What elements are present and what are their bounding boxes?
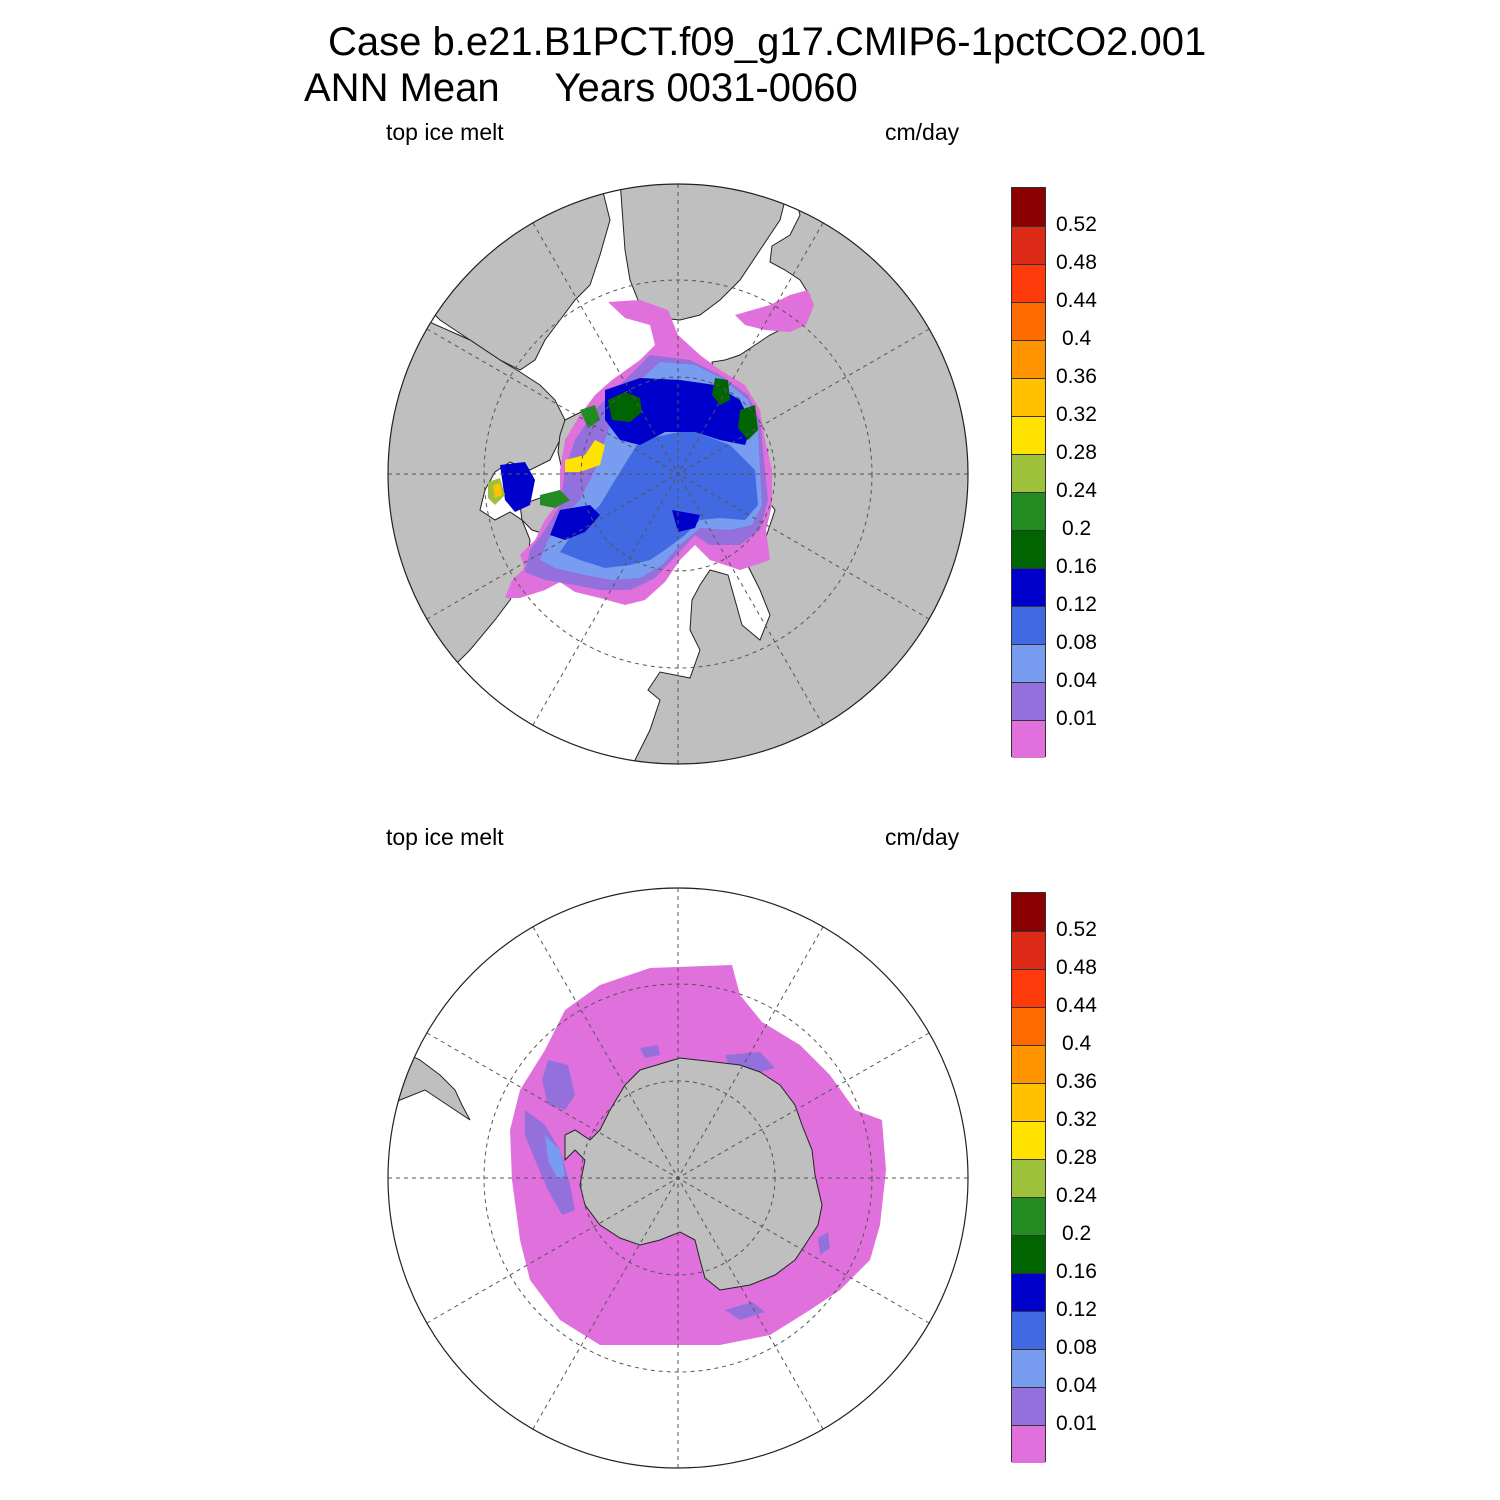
north-colorbar-swatch — [1012, 378, 1045, 416]
south-colorbar-tick-label: 0.28 — [1056, 1146, 1097, 1169]
north-colorbar — [1011, 187, 1046, 758]
south-colorbar-swatch — [1012, 1197, 1045, 1235]
antarctic-melt-contour-0-04-small — [640, 1045, 660, 1058]
arctic-melt-contour-0-01-chukotka — [735, 290, 814, 332]
north-america-land — [388, 299, 566, 701]
north-colorbar-tick-label: 0.28 — [1056, 441, 1097, 464]
north-colorbar-tick-label: 0.48 — [1056, 251, 1097, 274]
north-colorbar-swatch — [1012, 454, 1045, 492]
south-colorbar-swatch — [1012, 1159, 1045, 1197]
south-colorbar-tick-label: 0.12 — [1056, 1298, 1097, 1321]
north-colorbar-swatch — [1012, 568, 1045, 606]
north-colorbar-swatch — [1012, 530, 1045, 568]
north-colorbar-swatch — [1012, 644, 1045, 682]
south-colorbar-swatch — [1012, 1311, 1045, 1349]
south-panel-units-label: cm/day — [885, 824, 960, 850]
arctic-melt-contour-0-16-baffin — [550, 505, 600, 540]
north-colorbar-tick-label: 0.4 — [1062, 327, 1092, 350]
north-panel-units-label: cm/day — [885, 119, 960, 145]
south-colorbar-swatch — [1012, 1387, 1045, 1425]
south-colorbar-swatch — [1012, 1007, 1045, 1045]
figure-title-line-1: Case b.e21.B1PCT.f09_g17.CMIP6-1pctCO2.0… — [328, 20, 1207, 64]
chukotka-land — [619, 184, 791, 321]
north-colorbar-tick-label: 0.08 — [1056, 631, 1097, 654]
north-colorbar-swatch — [1012, 188, 1045, 226]
south-colorbar-tick-label: 0.44 — [1056, 994, 1097, 1017]
antarctic-map — [387, 887, 969, 1469]
arctic-melt-contour-0-16-lower — [672, 510, 700, 532]
south-colorbar-tick-label: 0.32 — [1056, 1108, 1097, 1131]
north-colorbar-tick-label: 0.04 — [1056, 669, 1097, 692]
north-colorbar-tick-label: 0.12 — [1056, 593, 1097, 616]
arctic-map — [387, 183, 969, 765]
north-colorbar-swatch — [1012, 302, 1045, 340]
figure-title-line-2: ANN Mean Years 0031-0060 — [304, 66, 858, 110]
arctic-melt-contour-0-24-ca — [580, 405, 600, 428]
south-colorbar-swatch — [1012, 1045, 1045, 1083]
north-colorbar-swatch — [1012, 492, 1045, 530]
south-colorbar-swatch — [1012, 1349, 1045, 1387]
south-colorbar-swatch — [1012, 1235, 1045, 1273]
north-colorbar-swatch — [1012, 340, 1045, 378]
north-colorbar-tick-label: 0.32 — [1056, 403, 1097, 426]
south-colorbar-tick-label: 0.2 — [1062, 1222, 1092, 1245]
antarctic-melt-field — [388, 965, 886, 1345]
south-colorbar-swatch — [1012, 1083, 1045, 1121]
antarctica-land — [564, 1057, 823, 1291]
arctic-melt-contour-0-2-beaufort — [608, 392, 642, 422]
north-panel-left-label: top ice melt — [386, 119, 504, 145]
north-colorbar-swatch — [1012, 264, 1045, 302]
north-colorbar-tick-label: 0.44 — [1056, 289, 1097, 312]
north-colorbar-tick-label: 0.24 — [1056, 479, 1097, 502]
south-colorbar-swatch — [1012, 1273, 1045, 1311]
antarctic-graticule — [388, 888, 968, 1468]
arctic-melt-contour-0-24 — [540, 490, 570, 508]
north-colorbar-swatch — [1012, 416, 1045, 454]
arctic-melt-contour-0-32b — [493, 483, 502, 498]
antarctic-melt-contour-0-04-south — [725, 1302, 765, 1320]
south-colorbar-tick-label: 0.48 — [1056, 956, 1097, 979]
south-colorbar-tick-label: 0.36 — [1056, 1070, 1097, 1093]
south-colorbar-tick-label: 0.04 — [1056, 1374, 1097, 1397]
south-colorbar-swatch — [1012, 931, 1045, 969]
antarctic-map-border — [387, 887, 969, 1469]
south-colorbar-swatch — [1012, 969, 1045, 1007]
arctic-melt-contour-0-32 — [565, 440, 605, 472]
north-colorbar-tick-label: 0.52 — [1056, 213, 1097, 236]
south-colorbar-tick-label: 0.24 — [1056, 1184, 1097, 1207]
south-colorbar-tick-label: 0.4 — [1062, 1032, 1092, 1055]
south-panel-left-label: top ice melt — [386, 824, 504, 850]
south-colorbar-swatch — [1012, 1121, 1045, 1159]
north-colorbar-swatch — [1012, 720, 1045, 758]
south-colorbar-swatch — [1012, 1425, 1045, 1463]
north-colorbar-swatch — [1012, 606, 1045, 644]
south-colorbar-swatch — [1012, 893, 1045, 931]
arctic-graticule — [388, 184, 968, 764]
south-colorbar-tick-label: 0.01 — [1056, 1412, 1097, 1435]
south-colorbar-tick-label: 0.52 — [1056, 918, 1097, 941]
north-colorbar-tick-label: 0.36 — [1056, 365, 1097, 388]
south-colorbar — [1011, 892, 1046, 1463]
arctic-melt-contour-0-12 — [560, 430, 758, 568]
arctic-map-border — [387, 183, 969, 765]
antarctic-melt-contour-0-08-peninsula — [545, 1135, 565, 1180]
north-colorbar-tick-label: 0.16 — [1056, 555, 1097, 578]
north-colorbar-tick-label: 0.01 — [1056, 707, 1097, 730]
north-colorbar-swatch — [1012, 682, 1045, 720]
antarctic-melt-contour-0-04-weddell — [542, 1060, 575, 1110]
south-colorbar-tick-label: 0.16 — [1056, 1260, 1097, 1283]
north-colorbar-swatch — [1012, 226, 1045, 264]
south-colorbar-tick-label: 0.08 — [1056, 1336, 1097, 1359]
arctic-melt-contour-0-2-east — [712, 378, 730, 405]
north-colorbar-tick-label: 0.2 — [1062, 517, 1092, 540]
antarctic-melt-contour-0-04-se — [818, 1232, 830, 1255]
